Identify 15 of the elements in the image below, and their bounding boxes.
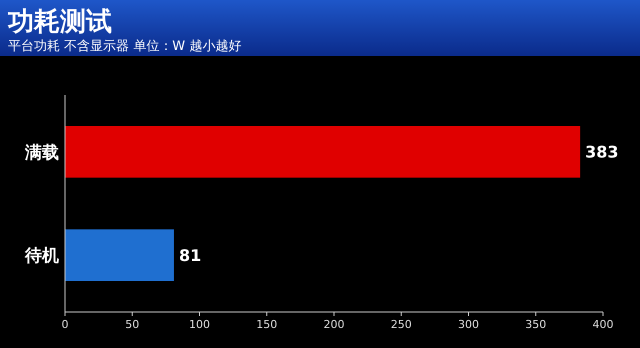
x-tick-label: 50 bbox=[125, 318, 140, 331]
x-tick-label: 300 bbox=[458, 318, 479, 331]
data-label: 81 bbox=[178, 246, 202, 265]
x-tick-label: 0 bbox=[62, 318, 68, 331]
y-tick-label: 满载 bbox=[24, 142, 59, 163]
x-tick-label: 400 bbox=[592, 318, 614, 331]
x-tick-label: 100 bbox=[189, 318, 210, 331]
x-tick-label: 250 bbox=[390, 318, 412, 331]
x-tick-label: 150 bbox=[256, 318, 278, 331]
chart-subtitle: 平台功耗 不含显示器 单位：W 越小越好 bbox=[8, 39, 242, 54]
x-tick-label: 350 bbox=[525, 318, 546, 331]
x-tick-label: 200 bbox=[324, 318, 344, 331]
data-label: 383 bbox=[585, 142, 619, 162]
y-tick-label: 待机 bbox=[24, 246, 59, 266]
chart-title: 功耗测试 bbox=[7, 7, 112, 37]
